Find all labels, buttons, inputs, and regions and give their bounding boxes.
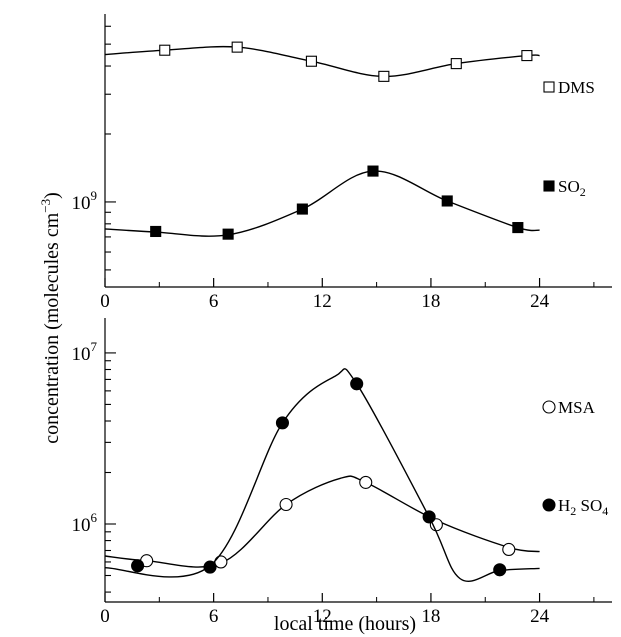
x-tick-label: 18 xyxy=(421,291,440,312)
data-point xyxy=(296,203,308,215)
x-tick-label: 24 xyxy=(530,291,550,312)
legend-label-subscript: 2 xyxy=(580,185,586,199)
series-line xyxy=(104,45,540,78)
x-tick-label: 12 xyxy=(313,606,332,627)
legend-label: SO2 xyxy=(558,177,586,199)
series-line xyxy=(104,170,540,237)
y-tick-label: 106 xyxy=(72,510,98,536)
data-point xyxy=(359,475,373,489)
legend-marker xyxy=(542,498,556,512)
y-tick-label-base: 10 xyxy=(72,193,91,214)
x-tick-label: 0 xyxy=(100,606,110,627)
series-line xyxy=(104,475,540,568)
data-point xyxy=(222,228,234,240)
data-point xyxy=(350,377,364,391)
legend-label-subscript: 2 xyxy=(570,504,576,518)
data-point xyxy=(441,195,453,207)
data-point xyxy=(521,50,533,62)
legend-label: DMS xyxy=(558,78,595,97)
y-tick-label-exponent: 7 xyxy=(91,339,98,354)
legend-label-text: MSA xyxy=(558,398,596,417)
x-tick-label: 6 xyxy=(209,606,219,627)
x-tick-label: 12 xyxy=(313,291,332,312)
y-tick-label: 109 xyxy=(72,188,98,214)
y-axis-label: concentration (molecules cm−3) xyxy=(38,192,63,444)
legend-label-text: SO xyxy=(558,177,580,196)
legend-label: H2 SO4 xyxy=(558,496,608,518)
x-tick-label: 18 xyxy=(421,606,440,627)
data-point xyxy=(131,559,145,573)
y-axis-label-main: concentration (molecules cm xyxy=(41,212,63,443)
top-panel: 0 6 12 18 24 109 DMS SO2 xyxy=(72,14,612,312)
data-point xyxy=(203,560,217,574)
legend-label: MSA xyxy=(558,398,596,417)
x-tick-label: 24 xyxy=(530,606,550,627)
legend-label-text: H xyxy=(558,496,570,515)
y-tick-label-base: 10 xyxy=(72,344,91,365)
y-tick-label-exponent: 9 xyxy=(91,188,98,203)
legend-marker xyxy=(543,81,555,93)
y-axis-label-sup: −3 xyxy=(38,199,53,213)
x-axis-label: local time (hours) xyxy=(274,613,416,635)
y-axis-label-end: ) xyxy=(41,192,63,199)
x-tick-label: 6 xyxy=(209,291,219,312)
data-point xyxy=(275,416,290,430)
data-point xyxy=(378,70,390,82)
legend-marker xyxy=(542,400,556,414)
data-point xyxy=(305,55,317,67)
legend-label-text: SO xyxy=(576,496,602,515)
data-point xyxy=(231,41,243,53)
data-point xyxy=(150,225,162,238)
y-tick-label-base: 10 xyxy=(72,515,91,536)
y-tick-label: 107 xyxy=(72,339,98,365)
series-line xyxy=(104,368,540,582)
legend-marker xyxy=(543,180,555,192)
data-point xyxy=(422,510,436,524)
legend-label-subscript: 4 xyxy=(602,504,608,518)
data-point xyxy=(493,563,507,577)
data-point xyxy=(214,555,228,569)
data-point xyxy=(450,58,462,70)
data-point xyxy=(279,497,293,512)
data-point xyxy=(512,222,524,234)
legend-label-text: DMS xyxy=(558,78,595,97)
x-tick-label: 0 xyxy=(100,291,110,312)
data-point xyxy=(159,44,171,56)
data-point xyxy=(367,165,379,177)
data-point xyxy=(502,542,516,556)
y-tick-label-exponent: 6 xyxy=(91,510,98,525)
